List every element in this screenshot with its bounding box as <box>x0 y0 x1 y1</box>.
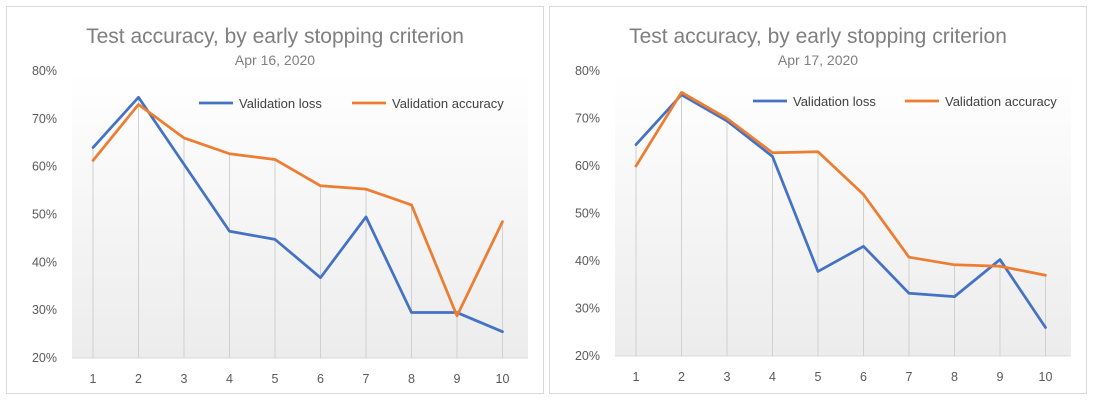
x-tick-label: 3 <box>724 370 731 384</box>
x-tick-label: 1 <box>90 372 97 386</box>
y-tick-label: 70% <box>32 112 57 126</box>
x-tick-label: 2 <box>678 370 685 384</box>
y-tick-label: 80% <box>32 64 57 78</box>
chart-title: Test accuracy, by early stopping criteri… <box>86 25 464 48</box>
x-tick-label: 8 <box>951 370 958 384</box>
x-tick-label: 1 <box>633 370 640 384</box>
x-tick-label: 5 <box>815 370 822 384</box>
x-tick-label: 6 <box>317 372 324 386</box>
x-tick-label: 6 <box>860 370 867 384</box>
y-tick-label: 70% <box>575 112 600 126</box>
series-line-validation-accuracy <box>91 103 504 318</box>
x-tick-label: 9 <box>454 372 461 386</box>
plot-area <box>72 71 528 358</box>
legend-label-validation-loss: Validation loss <box>793 94 876 109</box>
x-tick-label: 4 <box>226 372 233 386</box>
x-tick-label: 10 <box>1039 370 1053 384</box>
x-tick-label: 10 <box>496 372 510 386</box>
chart-panel-apr17: Test accuracy, by early stopping criteri… <box>549 6 1087 394</box>
y-tick-label: 80% <box>575 64 600 78</box>
legend-label-validation-accuracy: Validation accuracy <box>392 96 504 111</box>
y-tick-label: 30% <box>575 302 600 316</box>
line-chart-apr16: Test accuracy, by early stopping criteri… <box>32 25 528 386</box>
y-tick-label: 60% <box>575 159 600 173</box>
y-tick-label: 20% <box>575 349 600 363</box>
plot-area <box>615 71 1071 356</box>
x-tick-label: 8 <box>408 372 415 386</box>
y-tick-label: 30% <box>32 303 57 317</box>
x-tick-label: 3 <box>181 372 188 386</box>
x-tick-label: 7 <box>906 370 913 384</box>
y-tick-label: 40% <box>32 255 57 269</box>
chart-subtitle: Apr 16, 2020 <box>235 52 315 68</box>
y-tick-label: 40% <box>575 254 600 268</box>
series-line-validation-loss <box>91 95 504 334</box>
chart-subtitle: Apr 17, 2020 <box>778 52 858 68</box>
y-tick-label: 20% <box>32 351 57 365</box>
x-tick-label: 5 <box>272 372 279 386</box>
x-tick-label: 2 <box>135 372 142 386</box>
legend-label-validation-loss: Validation loss <box>239 96 322 111</box>
x-tick-label: 7 <box>363 372 370 386</box>
y-tick-label: 50% <box>32 208 57 222</box>
legend-label-validation-accuracy: Validation accuracy <box>945 94 1057 109</box>
x-tick-label: 9 <box>997 370 1004 384</box>
chart-panel-apr16: Test accuracy, by early stopping criteri… <box>6 6 544 394</box>
y-tick-label: 50% <box>575 207 600 221</box>
line-chart-apr17: Test accuracy, by early stopping criteri… <box>575 25 1071 384</box>
series-line-validation-accuracy <box>634 91 1047 277</box>
chart-title: Test accuracy, by early stopping criteri… <box>629 25 1007 48</box>
y-tick-label: 60% <box>32 160 57 174</box>
x-tick-label: 4 <box>769 370 776 384</box>
series-line-validation-loss <box>634 93 1047 329</box>
